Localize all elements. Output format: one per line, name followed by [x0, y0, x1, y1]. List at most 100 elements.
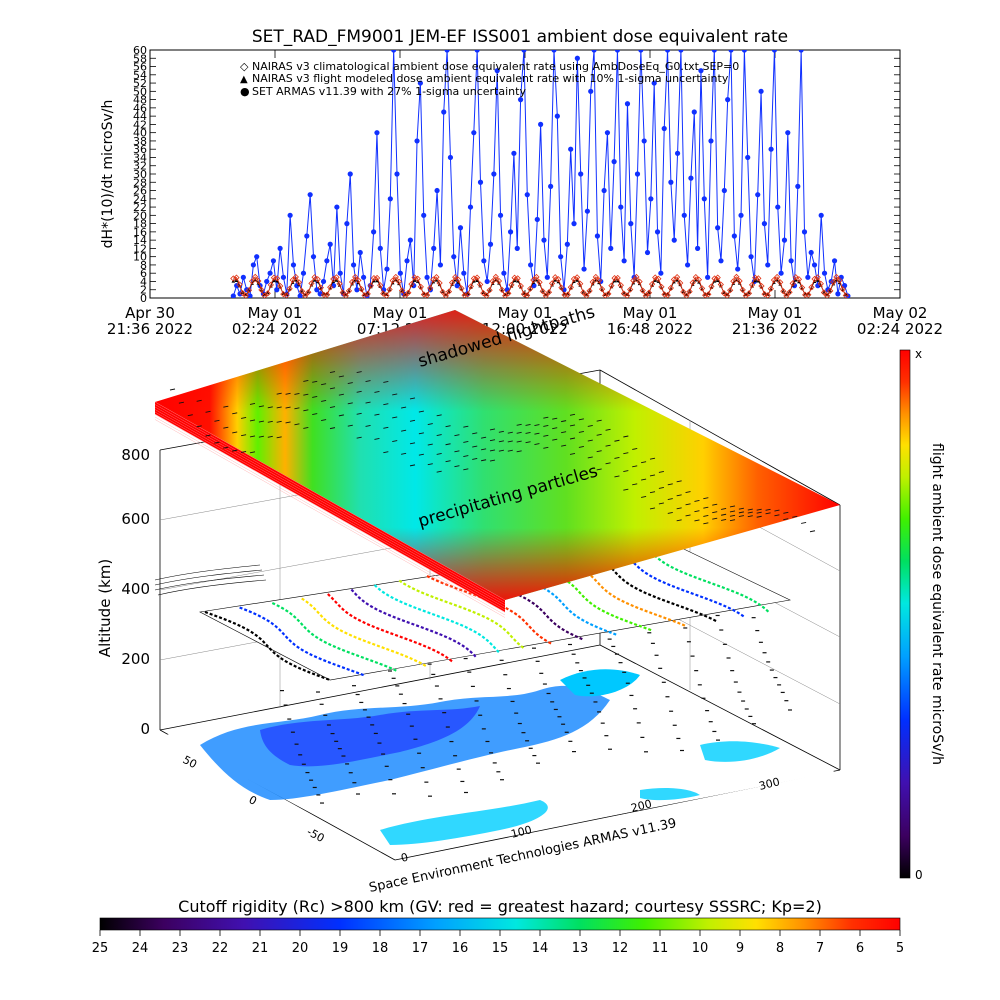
nairas-flight-point [625, 292, 629, 297]
flightpath-dot [752, 723, 756, 725]
y-tick-label: 36 [133, 143, 147, 156]
colorbar-tick-label: 15 [492, 941, 509, 956]
armas-point [811, 262, 818, 268]
armas-point [407, 237, 413, 243]
armas-point [360, 274, 367, 280]
flightpath-dot [604, 735, 609, 737]
flightpath-dash [561, 420, 567, 423]
armas-point [728, 50, 734, 53]
flightpath-dash [241, 451, 247, 453]
x-tick-label: May 01 [623, 304, 678, 322]
armas-point [758, 88, 764, 94]
nairas-clim-point [636, 278, 643, 285]
orbit-wave [591, 552, 718, 623]
flightpath-dash [232, 412, 238, 415]
flightpath-dot [514, 712, 519, 714]
flightpath-dash [507, 440, 513, 443]
flightpath-dot [442, 712, 447, 714]
flightpath-dash [338, 375, 344, 378]
armas-point [584, 208, 590, 214]
nairas-clim-point [398, 287, 406, 294]
flightpath-dot [716, 739, 720, 741]
armas-point [481, 258, 487, 264]
nairas-clim-point [698, 285, 706, 292]
flightpath-dot [536, 762, 540, 764]
flightpath-dash [498, 440, 504, 443]
flightpath-dash [329, 371, 336, 374]
armas-point [624, 101, 631, 107]
flightpath-dot [506, 687, 511, 690]
colorbar-tick-label: 19 [332, 941, 349, 956]
armas-point [541, 237, 547, 243]
nairas-clim-point [733, 273, 740, 281]
armas-point [731, 233, 737, 239]
legend-item-armas: ● SET ARMAS v11.39 with 27% 1-sigma unce… [240, 85, 526, 98]
y-tick-label: 32 [133, 160, 147, 173]
flightpath-dash [356, 436, 362, 439]
nairas-clim-point [808, 284, 815, 291]
nairas-clim-point [745, 290, 753, 297]
armas-point [741, 50, 747, 53]
flightpath-dot [539, 672, 544, 674]
armas-point [805, 274, 811, 280]
x-tick-label: May 01 [748, 304, 803, 322]
nairas-flight-point [603, 292, 608, 296]
flightpath-dash [329, 427, 336, 430]
nairas-clim-point [695, 276, 703, 283]
colorbar-top-label: x [915, 347, 922, 361]
flightpath-dot [470, 685, 475, 688]
x-tick-label: May 01 [248, 304, 303, 322]
colorbar-tick-label: 21 [252, 941, 269, 956]
vertical-colorbar: x 0 flight ambient dose equivalent rate … [899, 347, 945, 882]
flightpath-dot [672, 724, 677, 726]
armas-point [524, 192, 530, 198]
flightpath-dash [632, 465, 638, 468]
nairas-clim-point [314, 276, 321, 283]
flightpath-dash [703, 506, 709, 509]
flightpath-dash [721, 513, 727, 516]
flightpath-dash [267, 435, 273, 438]
armas-point [350, 262, 357, 268]
flightpath-dot [398, 693, 403, 695]
flightpath-dash [374, 437, 380, 440]
y-tick-label: 12 [133, 242, 147, 255]
armas-point [718, 258, 724, 264]
nairas-clim-point [777, 279, 784, 286]
nairas-clim-point [280, 290, 287, 298]
nairas-clim-point [427, 284, 434, 292]
flightpath-dash [649, 491, 656, 494]
flightpath-dash [276, 436, 282, 439]
armas-point [300, 270, 307, 276]
flightpath-dot [640, 736, 645, 738]
slab-layer-line [154, 416, 506, 616]
nairas-clim-point [295, 279, 303, 286]
flightpath-dot [381, 753, 386, 755]
nairas-clim-point [814, 274, 821, 281]
colorbar-tick-label: 16 [452, 941, 469, 956]
flightpath-dash [303, 379, 309, 382]
nairas-clim-point [592, 273, 599, 281]
armas-point [588, 88, 594, 94]
colorbar-tick-label: 11 [652, 941, 669, 956]
colorbar-tick-label: 10 [692, 941, 709, 956]
flightpath-dot [323, 714, 328, 716]
y-tick-label: 18 [133, 218, 147, 231]
flightpath-dash [756, 511, 762, 514]
x-tick-label: 21:36 2022 [732, 320, 818, 338]
nairas-clim-point [323, 291, 331, 298]
nairas-clim-point [423, 291, 431, 298]
nairas-clim-point [364, 290, 371, 297]
y-tick-label: 60 [133, 44, 147, 57]
flightpath-dash [312, 395, 318, 398]
armas-point [314, 287, 320, 293]
y-tick: 0 [247, 793, 259, 808]
flightpath-dash [427, 443, 433, 446]
flightpath-dash [623, 488, 629, 491]
flightpath-dot [431, 673, 436, 676]
armas-point [661, 125, 667, 132]
flightpath-dot [301, 763, 306, 765]
nairas-clim-point [658, 283, 665, 290]
flightpath-dash [578, 418, 584, 421]
nairas-clim-point [298, 288, 306, 295]
flightpath-dash [792, 515, 798, 518]
